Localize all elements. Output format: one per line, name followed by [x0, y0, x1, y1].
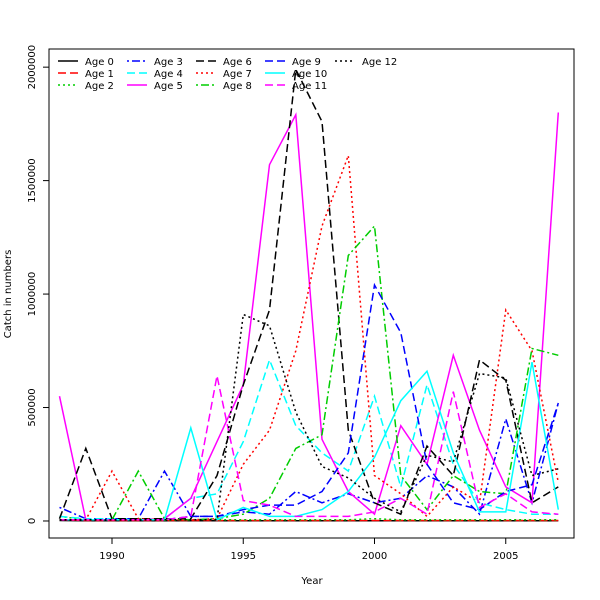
y-tick-label: 2000000 [27, 45, 38, 90]
y-tick-label: 0 [27, 518, 38, 524]
x-axis: 1990 1995 2000 2005 [99, 538, 518, 562]
y-tick-label: 1500000 [27, 158, 38, 203]
y-tick-label: 500000 [27, 388, 38, 426]
legend-label: Age 2 [85, 81, 114, 92]
legend-label: Age 12 [362, 57, 397, 68]
plot-frame [48, 48, 575, 539]
series-line-age-6 [58, 66, 559, 520]
legend-label: Age 10 [292, 69, 327, 80]
legend-label: Age 1 [85, 69, 114, 80]
series-line-age-10 [59, 361, 560, 521]
series-line-age-3 [59, 402, 560, 520]
series-line-age-2 [59, 515, 559, 522]
x-tick-label: 1990 [99, 551, 124, 562]
legend-label: Age 5 [154, 81, 183, 92]
y-axis: 0 500000 1000000 1500000 2000000 [27, 45, 49, 524]
y-axis-title: Catch in numbers [3, 250, 14, 339]
legend-label: Age 8 [223, 81, 252, 92]
series-line-age-9 [59, 282, 560, 521]
legend-label: Age 3 [154, 57, 183, 68]
legend-label: Age 6 [223, 57, 252, 68]
legend-label: Age 9 [292, 57, 321, 68]
legend-label: Age 7 [223, 69, 252, 80]
y-tick-label: 1000000 [27, 272, 38, 317]
series-line-age-4 [59, 357, 559, 520]
series-line-age-8 [59, 224, 559, 521]
series-line-age-7 [59, 155, 560, 521]
x-tick-label: 2005 [493, 551, 518, 562]
legend-label: Age 0 [85, 57, 114, 68]
x-axis-title: Year [300, 576, 323, 587]
x-tick-label: 2000 [362, 551, 387, 562]
series-line-age-12 [59, 313, 559, 521]
series-layer [58, 66, 560, 522]
x-tick-label: 1995 [231, 551, 256, 562]
series-line-age-5 [58, 112, 560, 521]
legend-label: Age 4 [154, 69, 183, 80]
legend-label: Age 11 [292, 81, 327, 92]
series-line-age-11 [59, 375, 559, 521]
